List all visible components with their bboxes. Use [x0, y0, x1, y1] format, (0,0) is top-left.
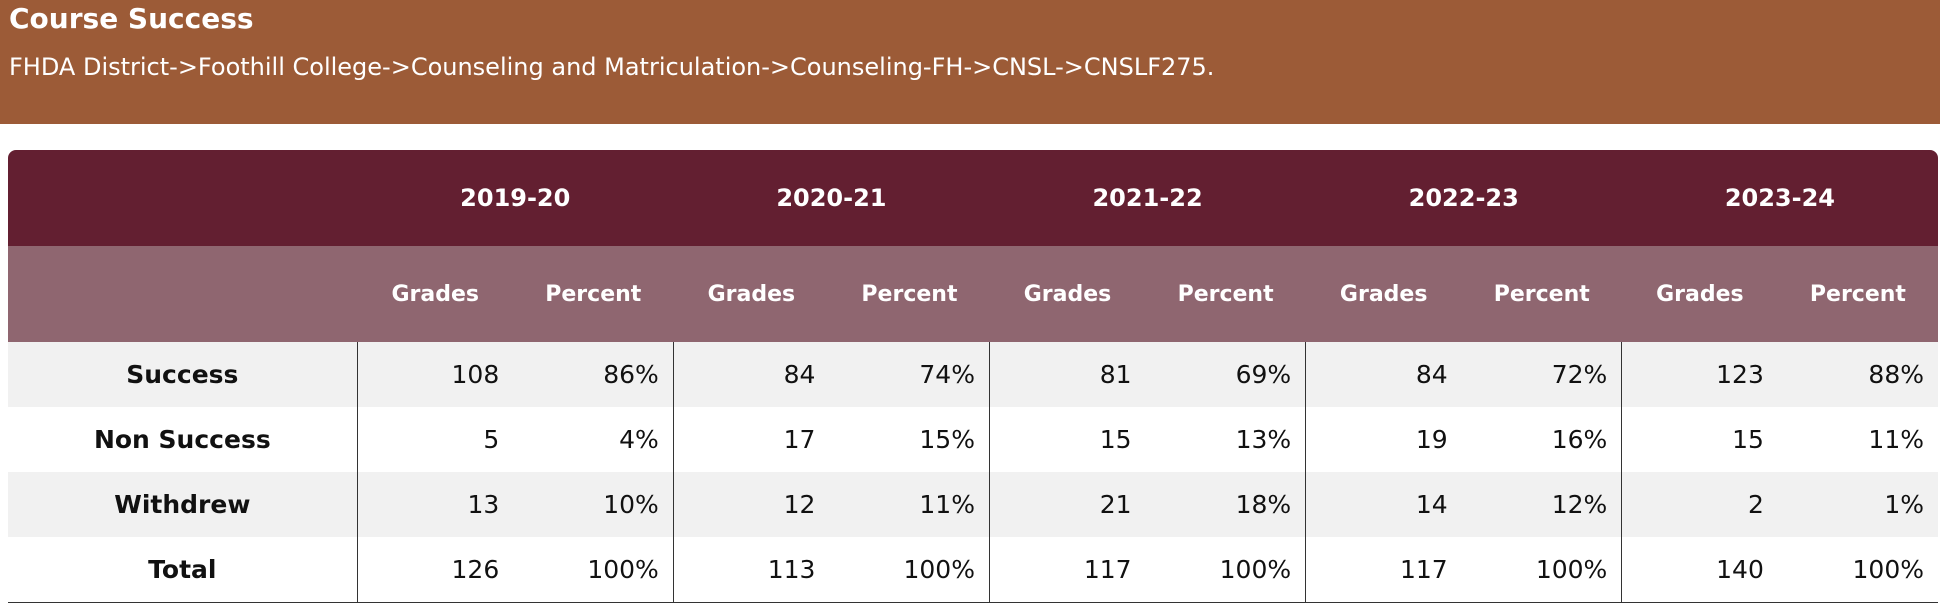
- grades-cell: 113: [673, 537, 830, 603]
- percent-header: Percent: [1777, 246, 1938, 342]
- corner-subheader-cell: [8, 246, 358, 342]
- page-header-banner: Course Success FHDA District->Foothill C…: [0, 0, 1940, 124]
- grades-cell: 117: [1305, 537, 1462, 603]
- row-label: Total: [8, 537, 358, 603]
- grades-cell: 15: [989, 407, 1146, 472]
- year-header: 2023-24: [1621, 150, 1938, 246]
- grades-cell: 123: [1621, 342, 1778, 407]
- percent-cell: 88%: [1777, 342, 1938, 407]
- percent-header: Percent: [829, 246, 990, 342]
- percent-cell: 12%: [1461, 472, 1623, 537]
- grades-cell: 2: [1621, 472, 1778, 537]
- percent-cell: 15%: [829, 407, 990, 472]
- course-success-table-container: 2019-20 2020-21 2021-22 2022-23 2023-24 …: [8, 150, 1938, 603]
- percent-cell: 69%: [1145, 342, 1307, 407]
- grades-cell: 13: [357, 472, 514, 537]
- percent-cell: 11%: [829, 472, 990, 537]
- year-header: 2019-20: [357, 150, 674, 246]
- percent-cell: 18%: [1145, 472, 1307, 537]
- percent-cell: 1%: [1777, 472, 1938, 537]
- year-header: 2022-23: [1305, 150, 1622, 246]
- corner-header-cell: [8, 150, 358, 246]
- grades-cell: 19: [1305, 407, 1462, 472]
- row-label: Non Success: [8, 407, 358, 472]
- row-label: Success: [8, 342, 358, 407]
- year-header-row: 2019-20 2020-21 2021-22 2022-23 2023-24: [8, 150, 1938, 246]
- grades-cell: 81: [989, 342, 1146, 407]
- percent-header: Percent: [1461, 246, 1622, 342]
- percent-cell: 100%: [1145, 537, 1307, 603]
- year-header: 2020-21: [673, 150, 990, 246]
- grades-cell: 5: [357, 407, 514, 472]
- percent-cell: 86%: [513, 342, 674, 407]
- page-title: Course Success: [9, 2, 254, 35]
- percent-header: Percent: [1145, 246, 1306, 342]
- sub-header-row: Grades Percent Grades Percent Grades Per…: [8, 246, 1938, 342]
- percent-cell: 100%: [513, 537, 674, 603]
- row-label: Withdrew: [8, 472, 358, 537]
- table-row-total: Total 126 100% 113 100% 117 100% 117 100…: [8, 537, 1938, 603]
- percent-cell: 16%: [1461, 407, 1623, 472]
- grades-cell: 14: [1305, 472, 1462, 537]
- percent-cell: 11%: [1777, 407, 1938, 472]
- table-row-withdrew: Withdrew 13 10% 12 11% 21 18% 14 12% 2 1…: [8, 472, 1938, 537]
- course-success-table: 2019-20 2020-21 2021-22 2022-23 2023-24 …: [8, 150, 1938, 603]
- grades-header: Grades: [989, 246, 1146, 342]
- percent-cell: 100%: [829, 537, 990, 603]
- grades-cell: 12: [673, 472, 830, 537]
- breadcrumb: FHDA District->Foothill College->Counsel…: [9, 53, 1215, 81]
- percent-cell: 100%: [1777, 537, 1938, 603]
- grades-cell: 15: [1621, 407, 1778, 472]
- percent-cell: 4%: [513, 407, 674, 472]
- grades-cell: 84: [673, 342, 830, 407]
- grades-cell: 126: [357, 537, 514, 603]
- grades-header: Grades: [357, 246, 514, 342]
- percent-cell: 72%: [1461, 342, 1623, 407]
- grades-cell: 17: [673, 407, 830, 472]
- percent-header: Percent: [513, 246, 674, 342]
- percent-cell: 13%: [1145, 407, 1307, 472]
- grades-cell: 117: [989, 537, 1146, 603]
- grades-header: Grades: [1621, 246, 1778, 342]
- grades-header: Grades: [1305, 246, 1462, 342]
- grades-header: Grades: [673, 246, 830, 342]
- year-header: 2021-22: [989, 150, 1306, 246]
- percent-cell: 74%: [829, 342, 990, 407]
- percent-cell: 100%: [1461, 537, 1623, 603]
- grades-cell: 108: [357, 342, 514, 407]
- percent-cell: 10%: [513, 472, 674, 537]
- table-row-non-success: Non Success 5 4% 17 15% 15 13% 19 16% 15…: [8, 407, 1938, 472]
- grades-cell: 21: [989, 472, 1146, 537]
- grades-cell: 140: [1621, 537, 1778, 603]
- table-row-success: Success 108 86% 84 74% 81 69% 84 72% 123…: [8, 342, 1938, 407]
- grades-cell: 84: [1305, 342, 1462, 407]
